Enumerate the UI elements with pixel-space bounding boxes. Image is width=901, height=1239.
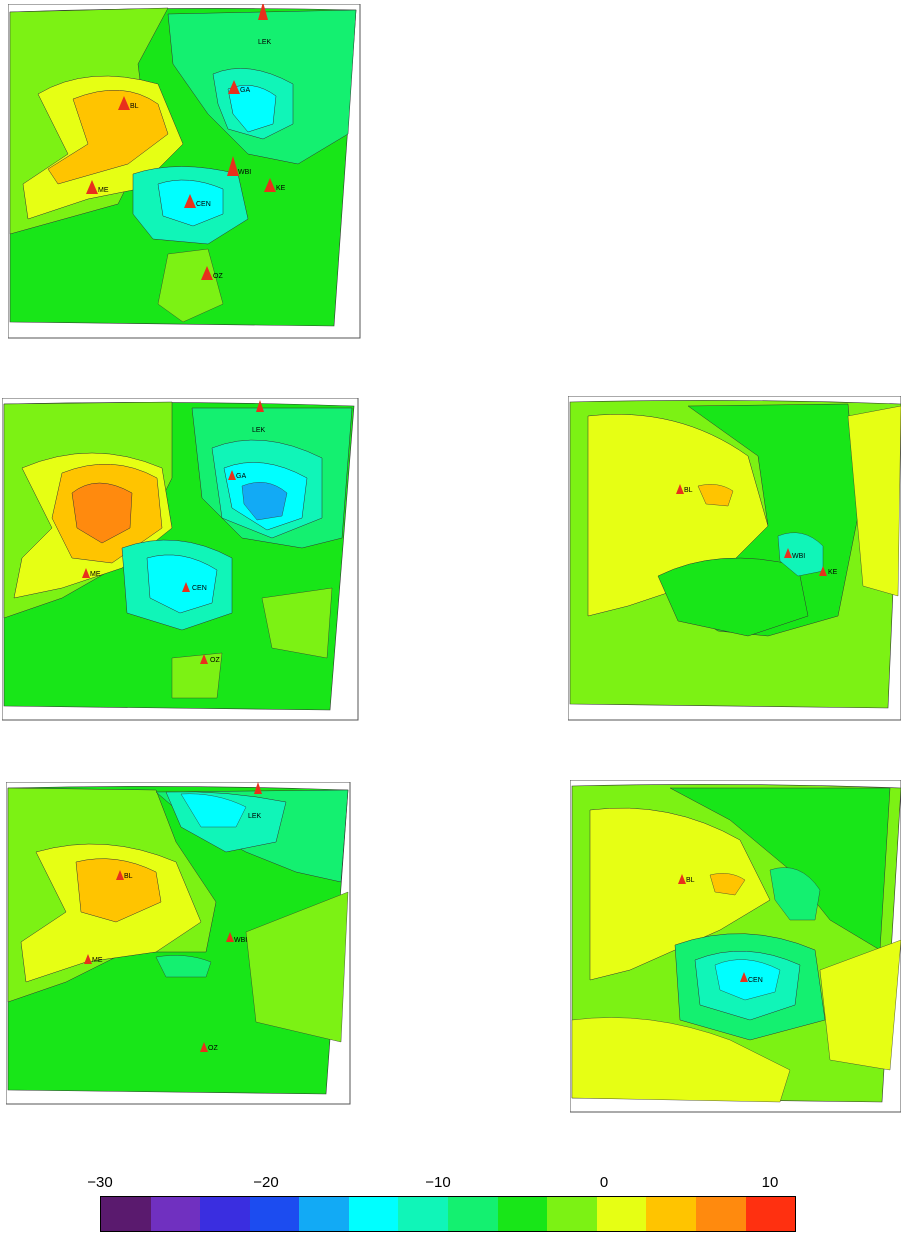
site-label: BL [684,487,693,494]
site-label: LEK [258,39,272,46]
site-label: LEK [248,813,262,820]
colorbar-segment [348,1197,399,1231]
site-label: WBI [234,937,247,944]
site-marker: ME [82,568,101,578]
site-label: OZ [213,273,223,280]
panel-middle-left: LEK GA ME CEN OZ [2,398,360,724]
colorbar-gradient [100,1196,796,1232]
colorbar-tick-label: 0 [599,1174,609,1191]
map-bottom-left: LEK BL WBI ME OZ [6,782,351,1105]
map-middle-right: BL WBI KE [568,396,901,721]
site-label: ME [98,187,109,194]
colorbar-tick-label: −30 [87,1174,113,1191]
colorbar-segment [200,1197,250,1231]
site-marker: OZ [200,1042,218,1052]
site-marker: LEK [248,782,262,820]
site-label: LEK [252,427,266,434]
colorbar-segment [448,1197,498,1231]
site-marker: KE [819,566,838,576]
site-label: CEN [748,977,763,984]
site-label: WBI [238,169,251,176]
site-marker: ME [86,180,109,194]
site-marker: LEK [258,4,272,46]
site-markers: BL CEN [678,874,763,984]
map-middle-left: LEK GA ME CEN OZ [2,398,359,721]
colorbar-tick-label: 10 [761,1174,779,1191]
site-marker: WBI [226,932,247,944]
site-label: OZ [208,1045,218,1052]
panel-bottom-left: LEK BL WBI ME OZ [6,782,352,1106]
colorbar-tick-label: −10 [425,1174,451,1191]
colorbar-segment [101,1197,151,1231]
panel-middle-right: BL WBI KE [568,396,901,722]
site-marker: BL [118,96,139,110]
map-top-left: LEK GA BL WBI ME KE CEN OZ [8,4,361,339]
colorbar-segment [398,1197,449,1231]
site-marker: BL [678,874,695,884]
panel-top-left: LEK GA BL WBI ME KE CEN OZ [8,4,362,340]
colorbar-segment [299,1197,349,1231]
site-marker: BL [676,484,693,494]
site-marker: BL [116,870,133,880]
site-markers: LEK GA ME CEN OZ [82,400,266,664]
colorbar-segment [249,1197,300,1231]
site-label: BL [130,103,139,110]
map-bottom-right: BL CEN [570,780,901,1113]
site-marker: CEN [184,194,211,208]
site-label: KE [828,569,838,576]
colorbar-segment [646,1197,696,1231]
colorbar-segment [497,1197,548,1231]
site-marker: GA [228,470,246,480]
site-marker: GA [228,80,250,94]
colorbar: −30 −20 −10 0 10 [87,1170,800,1232]
colorbar-segment [547,1197,597,1231]
site-marker: CEN [740,972,763,984]
site-marker: OZ [201,266,223,280]
site-label: WBI [792,553,805,560]
site-markers: LEK BL WBI ME OZ [84,782,262,1052]
site-label: CEN [196,201,211,208]
site-label: BL [124,873,133,880]
site-marker: CEN [182,582,207,592]
colorbar-segment [695,1197,746,1231]
site-marker: ME [84,954,103,964]
site-label: GA [240,87,250,94]
panel-bottom-right: BL CEN [570,780,901,1114]
site-marker: WBI [227,156,251,176]
site-label: OZ [210,657,220,664]
site-label: GA [236,473,246,480]
site-marker: OZ [200,654,220,664]
colorbar-segment [596,1197,647,1231]
site-label: ME [92,957,103,964]
site-label: BL [686,877,695,884]
site-marker: KE [264,178,286,192]
site-label: KE [276,185,286,192]
colorbar-segment [745,1197,796,1231]
site-markers: LEK GA BL WBI ME KE CEN OZ [86,4,286,280]
colorbar-segment [150,1197,201,1231]
site-label: ME [90,571,101,578]
site-marker: WBI [784,548,805,560]
colorbar-tick-label: −20 [253,1174,279,1191]
site-marker: LEK [252,400,266,434]
site-label: CEN [192,585,207,592]
site-markers: BL WBI KE [676,484,838,576]
